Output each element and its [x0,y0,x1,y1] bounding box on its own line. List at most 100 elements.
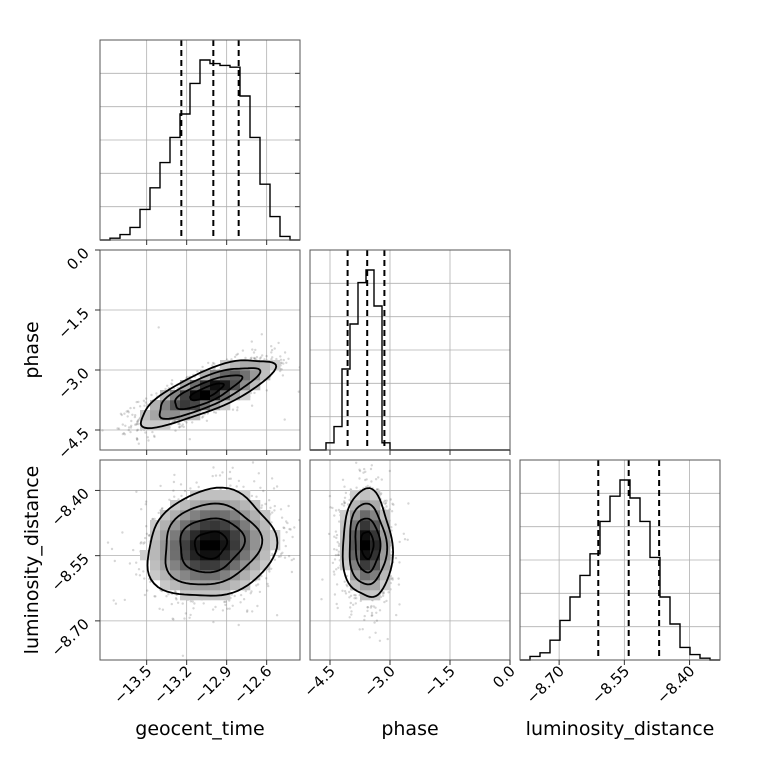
density-bin [350,490,361,501]
sample-point [292,557,295,561]
sample-point [252,356,256,360]
sample-point [306,337,308,339]
sample-point [144,500,148,503]
sample-point [279,358,283,361]
density-bin [260,550,271,561]
sample-point [390,555,393,558]
scatter-panel-geocent-time-vs-phase [100,250,308,484]
sample-point [256,604,259,608]
histogram-step-luminosity-distance [520,479,720,661]
sample-point [372,605,375,608]
sample-point [143,404,146,407]
sample-point [183,482,185,484]
sample-point [124,424,127,427]
density-bin [220,390,231,401]
sample-point [305,353,307,355]
density-bin [230,530,241,541]
sample-point [337,553,340,557]
sample-point [304,360,306,362]
sample-point [224,603,227,607]
density-bin [170,550,181,561]
sample-point [239,601,242,604]
sample-point [369,606,373,609]
density-bin [200,380,211,391]
sample-point [383,600,386,604]
sample-point [135,561,138,564]
sample-point [117,427,121,430]
sample-point [334,530,338,533]
x-tick-label-luminosity-distance: −8.40 [653,662,698,707]
sample-point [370,611,374,615]
density-bin [170,510,181,521]
sample-point [261,354,264,357]
sample-point [235,353,238,357]
sample-point [343,501,346,505]
density-bin [160,580,171,591]
sample-point [138,405,142,408]
sample-point [383,499,386,502]
sample-point [189,487,192,490]
density-bin [250,530,261,541]
density-bin [150,420,161,431]
density-bin [160,400,171,411]
sample-point [138,574,142,577]
sample-point [139,542,142,545]
density-bin [170,560,181,571]
density-bin [370,590,381,601]
density-bin [340,560,351,571]
sample-point [159,484,162,488]
sample-point [260,333,263,336]
histogram-luminosity-distance [519,459,721,665]
sample-point [286,521,289,525]
sample-point [384,501,388,505]
density-bin [370,550,381,561]
density-bin [210,530,221,541]
sample-point [327,532,331,536]
sample-point [337,553,340,556]
density-bin [200,550,211,561]
sample-point [212,411,216,414]
sample-point [282,539,285,542]
sample-point [250,404,254,407]
sample-point [283,418,286,421]
y-axis-label-phase: phase [21,321,43,378]
sample-point [147,439,150,442]
density-bin [210,380,221,391]
sample-point [365,478,368,481]
sample-point [335,533,339,537]
sample-point [256,583,260,586]
x-tick-label-geocent-time: −13.5 [110,662,155,707]
sample-point [252,351,256,354]
sample-point [227,477,231,480]
density-bin [200,530,211,541]
sample-point [121,423,125,426]
sample-point [293,526,296,529]
density-bin [180,510,191,521]
sample-point [288,527,291,531]
sample-point [188,616,191,619]
scatter-panel-phase-vs-luminosity-distance [310,460,510,660]
sample-point [370,604,373,608]
sample-point [364,470,367,473]
sample-point [135,490,138,493]
sample-point [231,408,235,411]
sample-point [151,430,154,434]
sample-point [211,474,214,478]
sample-point [140,541,143,544]
sample-point [382,501,385,504]
density-bin [350,520,361,531]
density-bin [250,560,261,571]
density-bin [180,390,191,401]
sample-point [377,476,380,479]
sample-point [120,413,124,417]
sample-point [143,593,147,597]
sample-point [191,600,194,603]
sample-point [370,464,373,467]
density-bin [230,500,241,511]
density-bin [190,550,201,561]
sample-point [378,639,382,642]
sample-point [181,602,184,605]
density-bin [220,540,231,551]
density-bin [240,580,251,591]
sample-point [285,520,288,523]
